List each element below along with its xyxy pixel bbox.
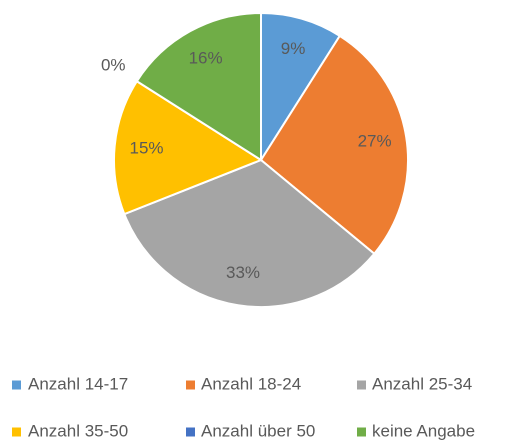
data-label: 0% <box>101 56 126 75</box>
pie-slice <box>113 79 264 216</box>
pie-slice <box>260 11 342 164</box>
pie-slice <box>259 34 409 256</box>
legend-swatch <box>186 427 195 437</box>
legend-swatch <box>357 380 366 390</box>
legend-label: Anzahl über 50 <box>201 421 315 440</box>
data-label: 27% <box>358 131 392 150</box>
pie-slice <box>123 158 376 308</box>
data-label: 33% <box>226 263 260 282</box>
data-label: 15% <box>129 139 163 158</box>
legend-label: Anzahl 35-50 <box>28 421 128 440</box>
legend-swatch <box>12 427 21 437</box>
data-label: 16% <box>189 49 223 68</box>
legend-label: keine Angabe <box>372 421 475 440</box>
legend-label: Anzahl 25-34 <box>372 374 472 393</box>
data-label: 9% <box>281 39 306 58</box>
legend-swatch <box>12 380 21 390</box>
legend-swatch <box>186 380 195 390</box>
legend-label: Anzahl 14-17 <box>28 374 128 393</box>
pie-slice <box>135 11 262 162</box>
legend-label: Anzahl 18-24 <box>201 374 301 393</box>
legend-swatch <box>357 427 366 437</box>
